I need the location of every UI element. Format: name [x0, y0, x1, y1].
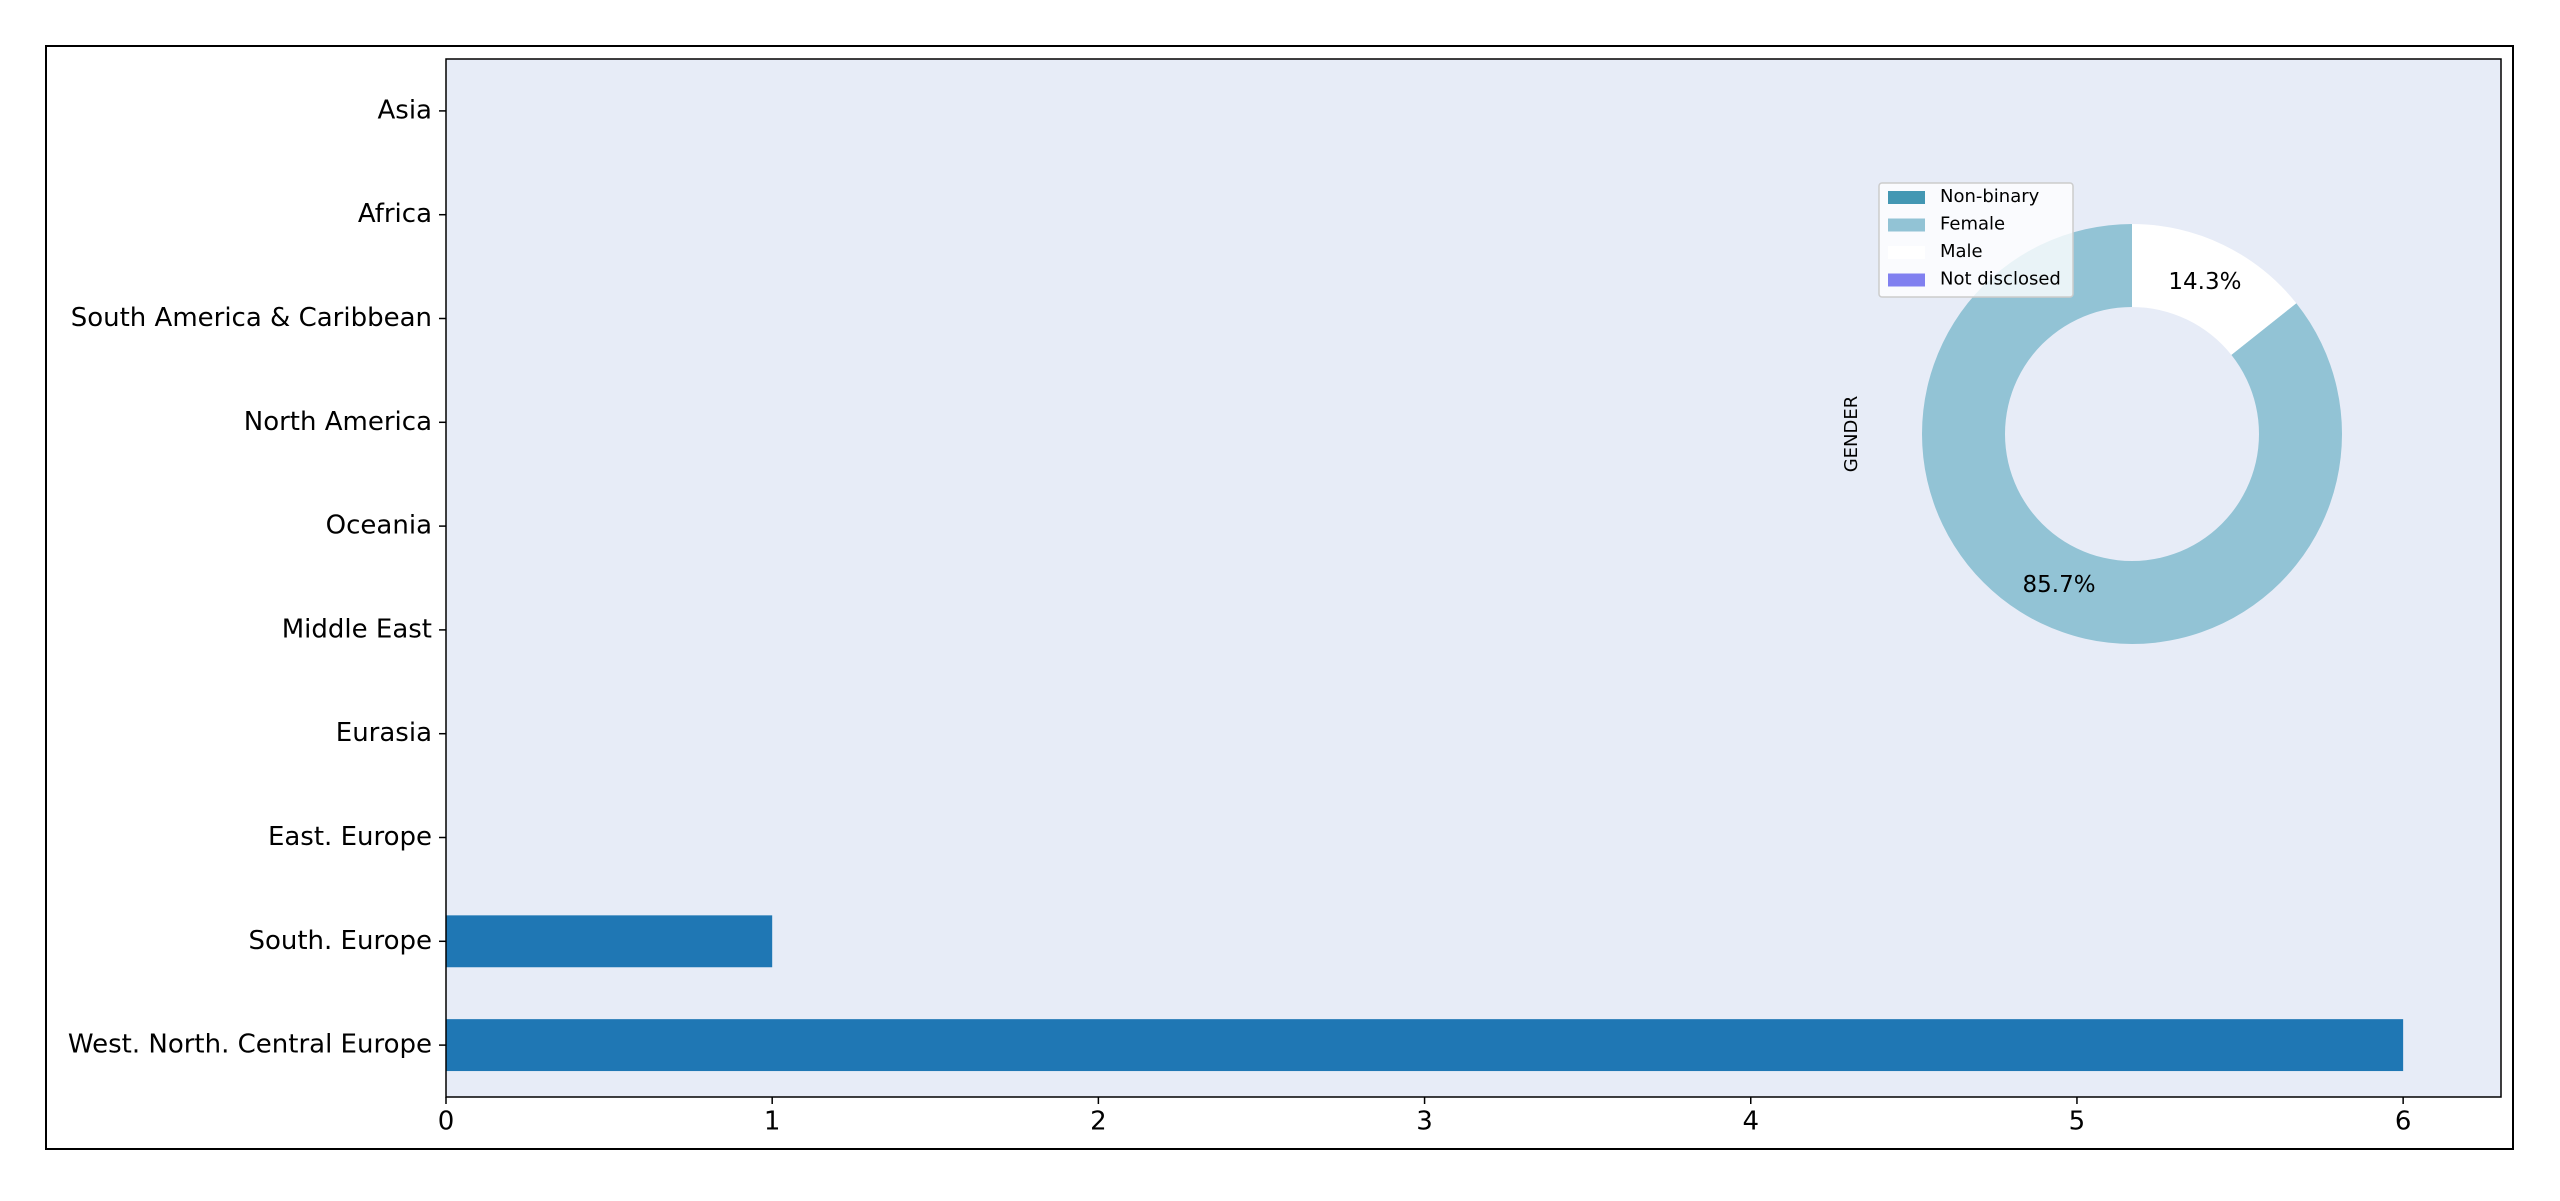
x-tick-label: 3	[1416, 1107, 1433, 1137]
legend-box	[1878, 182, 2074, 298]
axes-frame	[445, 58, 2502, 1098]
legend-swatch	[1888, 191, 1925, 204]
value-label: 14.3%	[2168, 269, 2241, 295]
legend-label: Non-binary	[1940, 186, 2040, 207]
x-tick-label: 4	[1742, 1107, 1759, 1137]
legend-swatch	[1888, 273, 1925, 287]
legend-label: Male	[1940, 241, 1983, 262]
x-tick-label: 6	[2395, 1107, 2412, 1137]
y-tick-label: Africa	[358, 199, 432, 229]
donut-slice	[2132, 224, 2297, 355]
legend-label: Not disclosed	[1940, 269, 2061, 290]
y-tick-label: South America & Caribbean	[71, 303, 432, 333]
x-tick-label: 1	[764, 1107, 781, 1137]
y-tick-label: West. North. Central Europe	[68, 1030, 432, 1060]
value-label: 85.7%	[2023, 572, 2096, 598]
y-tick-label: Eurasia	[336, 718, 432, 748]
y-tick-label: South. Europe	[248, 926, 432, 956]
x-tick-label: 0	[438, 1107, 455, 1137]
y-tick-label: Middle East	[282, 614, 432, 644]
y-tick-label: Asia	[378, 95, 433, 125]
legend-label: Female	[1940, 214, 2005, 235]
pie-ylabel: GENDER	[1841, 396, 1862, 473]
legend-swatch	[1888, 246, 1925, 259]
legend-swatch	[1888, 218, 1925, 232]
x-tick-label: 2	[1090, 1107, 1107, 1137]
y-tick-label: East. Europe	[268, 822, 432, 852]
x-tick-label: 5	[2069, 1107, 2086, 1137]
bar	[446, 1019, 2404, 1072]
donut-slice	[1921, 224, 2342, 645]
y-tick-label: North America	[244, 407, 432, 437]
y-tick-label: Oceania	[326, 511, 432, 541]
bar	[446, 915, 773, 968]
